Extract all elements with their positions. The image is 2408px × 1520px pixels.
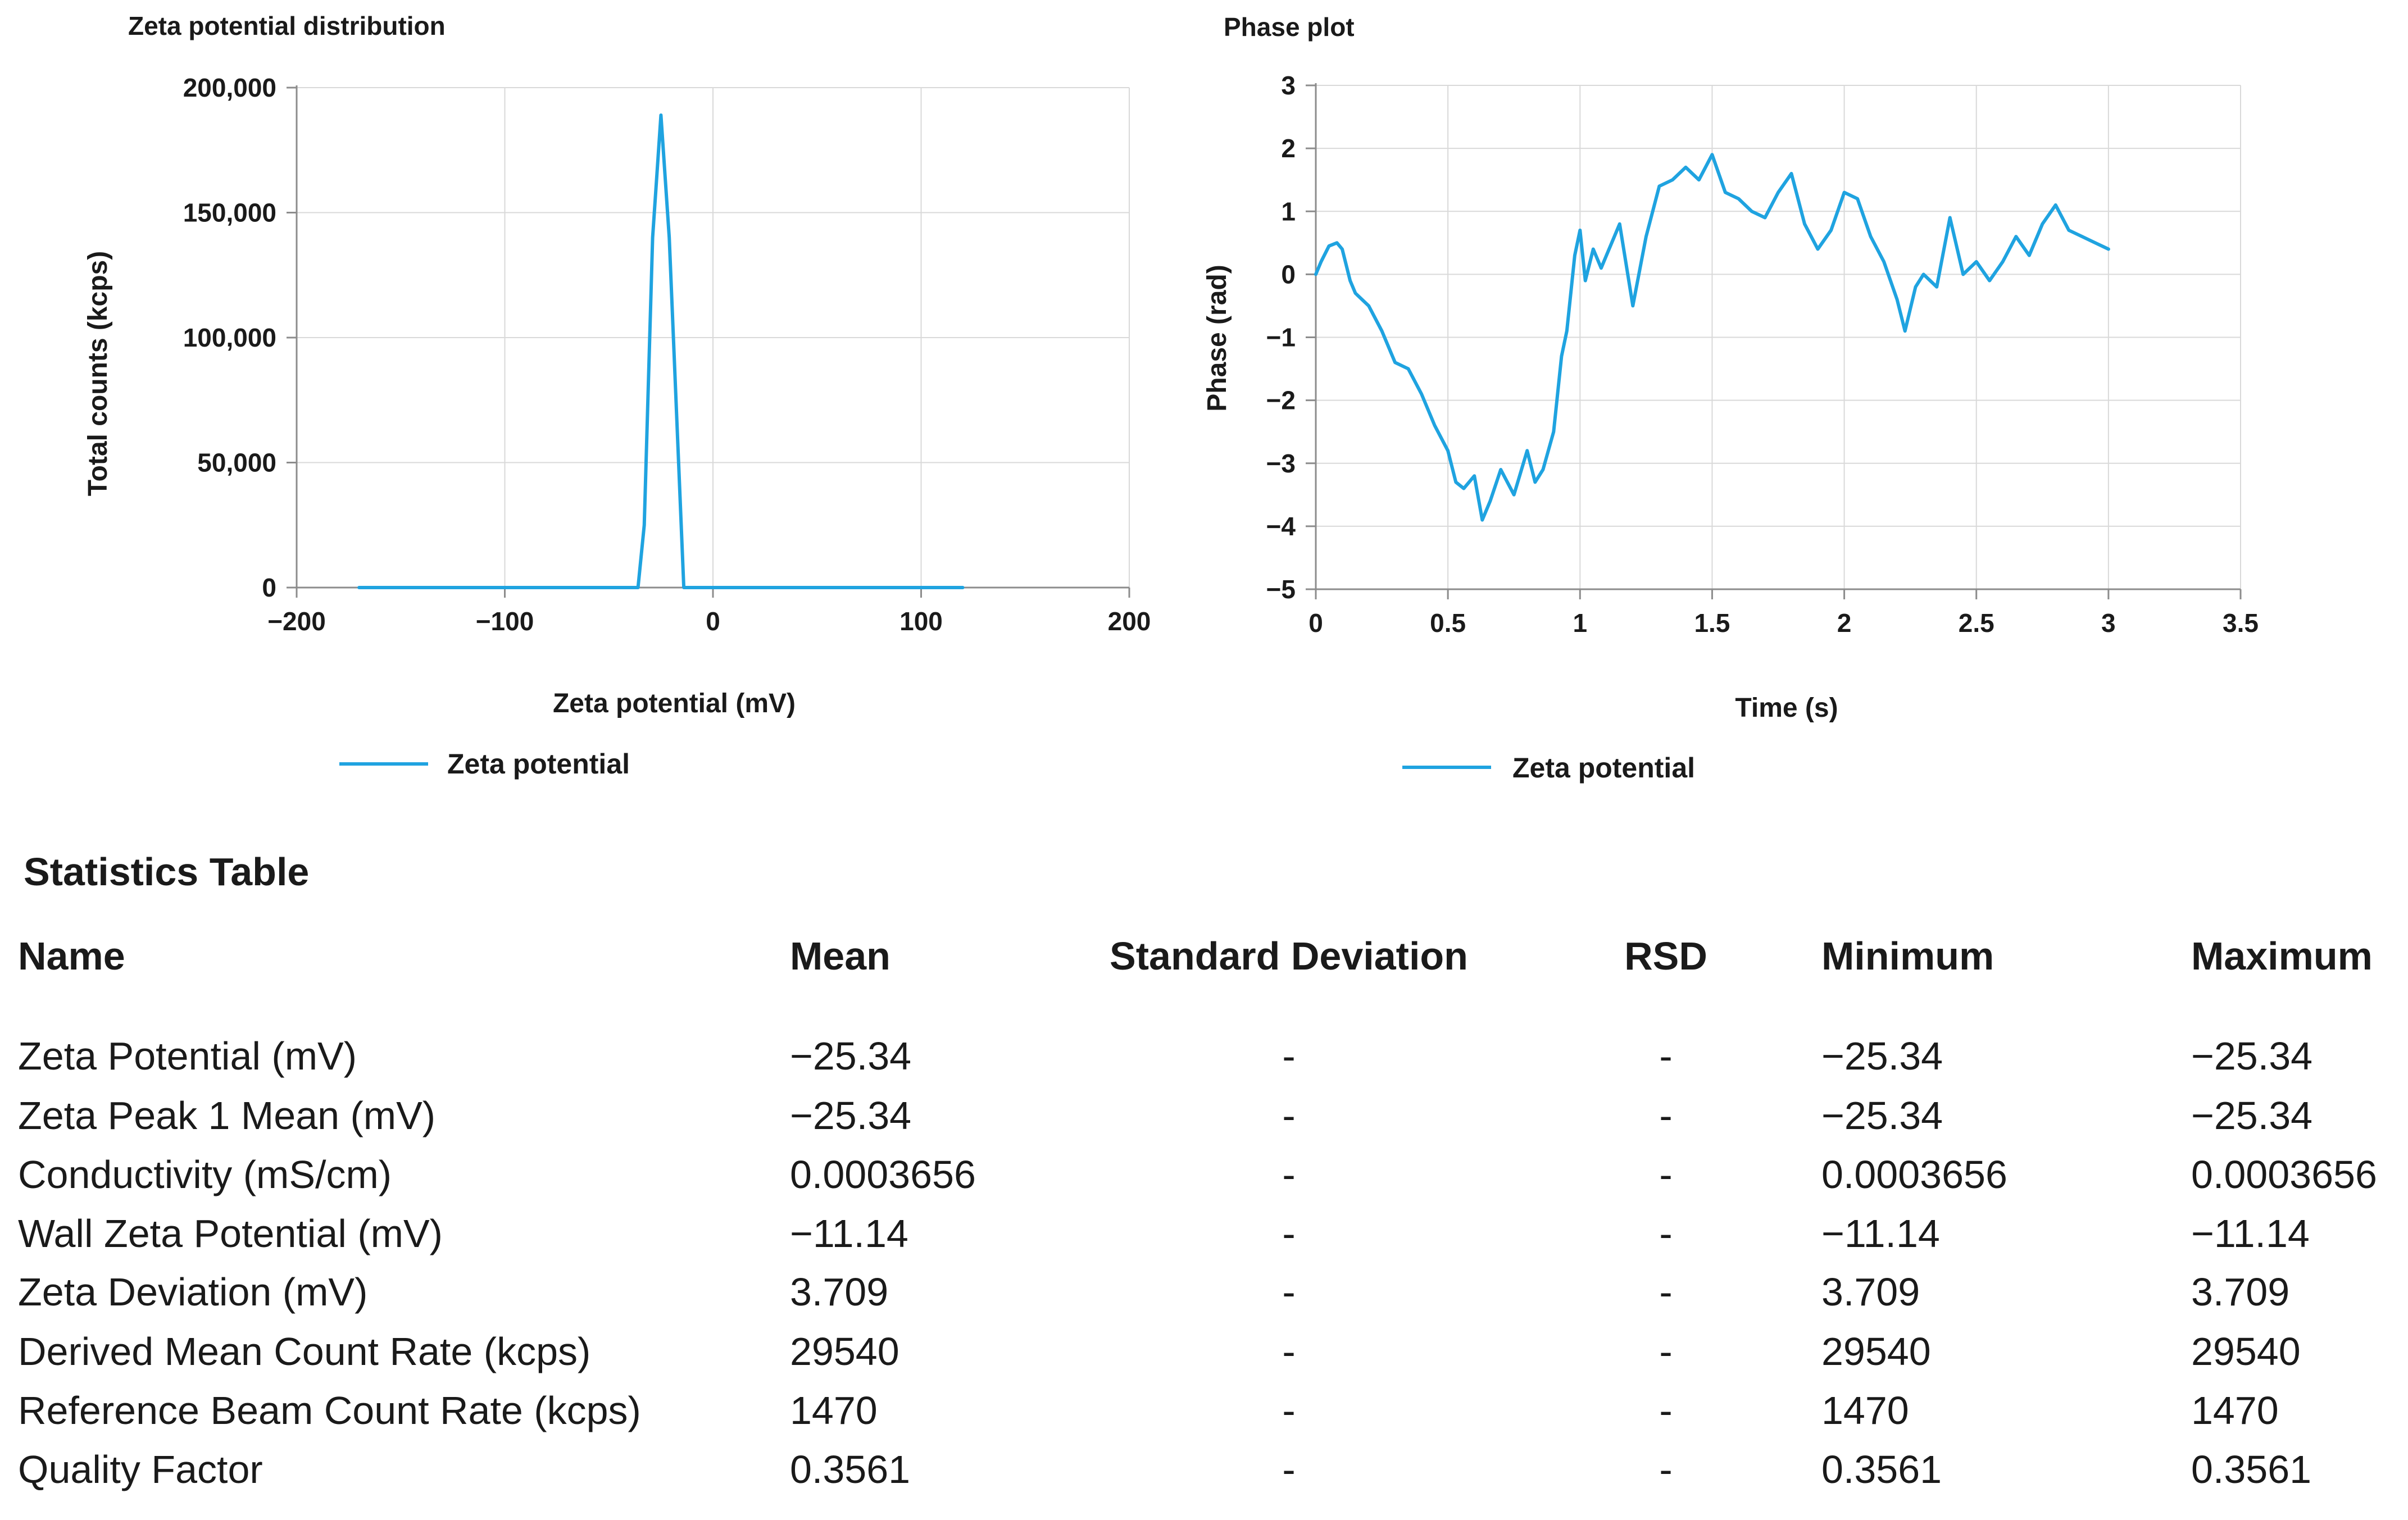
table-cell: 0.3561 <box>790 1448 911 1491</box>
series-line <box>1314 153 2110 522</box>
row-name: Zeta Peak 1 Mean (mV) <box>18 1094 436 1137</box>
table-cell: 3.709 <box>790 1270 889 1314</box>
row-name: Reference Beam Count Rate (kcps) <box>18 1389 641 1432</box>
table-cell: - <box>1282 1094 1296 1137</box>
y-tick-label: −1 <box>1266 323 1296 352</box>
table-cell: 3.709 <box>1821 1270 1920 1314</box>
legend-label: Zeta potential <box>1512 752 1695 784</box>
column-header: Mean <box>790 934 890 978</box>
y-tick-label: 0 <box>262 573 276 602</box>
x-tick-label: 2 <box>1837 608 1852 638</box>
table-cell: −11.14 <box>1821 1212 1940 1255</box>
x-tick-label: 0.5 <box>1430 608 1466 638</box>
table-cell: - <box>1659 1270 1673 1314</box>
x-tick-label: 2.5 <box>1959 608 1994 638</box>
table-cell: 29540 <box>1821 1330 1931 1373</box>
table-cell: −11.14 <box>790 1212 908 1255</box>
legend: Zeta potential <box>339 748 630 780</box>
y-tick-label: 1 <box>1281 197 1296 226</box>
y-tick-label: −2 <box>1266 386 1296 415</box>
y-axis-label: Total counts (kcps) <box>83 251 113 496</box>
x-tick-label: −100 <box>476 607 534 636</box>
row-name: Zeta Potential (mV) <box>18 1034 357 1078</box>
x-tick-label: 1 <box>1573 608 1587 638</box>
y-tick-label: 100,000 <box>183 323 276 352</box>
column-header: Name <box>18 934 125 978</box>
charts-area: Zeta potential distribution −200 −100 0 100… <box>83 11 2259 784</box>
chart-title: Zeta potential distribution <box>128 11 446 40</box>
table-cell: - <box>1282 1270 1296 1314</box>
table-cell: - <box>1282 1153 1296 1196</box>
x-tick-label: 1.5 <box>1694 608 1730 638</box>
x-axis-label: Zeta potential (mV) <box>553 689 796 718</box>
table-cell: - <box>1282 1330 1296 1373</box>
table-cell: - <box>1659 1212 1673 1255</box>
table-cell: 0.3561 <box>2191 1448 2312 1491</box>
table-cell: −25.34 <box>1821 1034 1943 1078</box>
y-tick-label: 200,000 <box>183 73 276 102</box>
y-tick-label: 150,000 <box>183 198 276 227</box>
column-header: RSD <box>1624 934 1707 978</box>
table-cell: 29540 <box>2191 1330 2301 1373</box>
legend-label: Zeta potential <box>447 748 630 780</box>
table-cell: 1470 <box>790 1389 878 1432</box>
table-cell: - <box>1282 1034 1296 1078</box>
column-header: Standard Deviation <box>1110 934 1468 978</box>
series-line <box>357 113 965 589</box>
table-cell: - <box>1659 1448 1673 1491</box>
table-cell: 0.0003656 <box>790 1153 976 1196</box>
statistics-table: Statistics Table Name Mean Standard Deviat… <box>0 843 2408 1520</box>
row-name: Derived Mean Count Rate (kcps) <box>18 1330 591 1373</box>
table-cell: - <box>1282 1448 1296 1491</box>
x-tick-label: 100 <box>899 607 943 636</box>
row-name: Wall Zeta Potential (mV) <box>18 1212 443 1255</box>
y-tick-label: 0 <box>1281 260 1296 289</box>
x-tick-label: 3.5 <box>2223 608 2259 638</box>
x-tick-label: −200 <box>267 607 326 636</box>
table-cell: - <box>1282 1212 1296 1255</box>
row-name: Zeta Deviation (mV) <box>18 1270 368 1314</box>
x-tick-label: 200 <box>1108 607 1151 636</box>
y-tick-label: −4 <box>1266 512 1296 541</box>
column-header: Minimum <box>1821 934 1994 978</box>
table-cell: 0.0003656 <box>1821 1153 2007 1196</box>
table-cell: −25.34 <box>1821 1094 1943 1137</box>
table-cell: −11.14 <box>2191 1212 2310 1255</box>
table-cell: −25.34 <box>2191 1034 2313 1078</box>
table-cell: −25.34 <box>790 1094 912 1137</box>
y-tick-label: 2 <box>1281 134 1296 163</box>
y-tick-label: 50,000 <box>197 448 276 477</box>
table-cell: 1470 <box>1821 1389 1909 1432</box>
table-cell: 29540 <box>790 1330 899 1373</box>
table-cell: - <box>1659 1389 1673 1432</box>
table-cell: −25.34 <box>790 1034 912 1078</box>
row-name: Conductivity (mS/cm) <box>18 1153 392 1196</box>
table-cell: - <box>1659 1034 1673 1078</box>
y-axis-label: Phase (rad) <box>1202 265 1232 411</box>
table-cell: 0.3561 <box>1821 1448 1942 1491</box>
x-tick-label: 0 <box>1309 608 1323 638</box>
table-cell: 1470 <box>2191 1389 2279 1432</box>
chart-title: Phase plot <box>1224 12 1355 42</box>
y-tick-label: −5 <box>1266 575 1296 604</box>
x-axis-label: Time (s) <box>1735 693 1838 723</box>
table-cell: - <box>1659 1330 1673 1373</box>
x-tick-label: 0 <box>706 607 720 636</box>
table-cell: - <box>1659 1153 1673 1196</box>
table-cell: −25.34 <box>2191 1094 2313 1137</box>
table-cell: - <box>1282 1389 1296 1432</box>
row-name: Quality Factor <box>18 1448 263 1491</box>
y-tick-label: −3 <box>1266 449 1296 478</box>
table-cell: 0.0003656 <box>2191 1153 2377 1196</box>
legend: Zeta potential <box>1402 752 1695 784</box>
table-cell: - <box>1659 1094 1673 1137</box>
column-header: Maximum <box>2191 934 2373 978</box>
y-tick-label: 3 <box>1281 71 1296 100</box>
table-cell: 3.709 <box>2191 1270 2290 1314</box>
statistics-table-title: Statistics Table <box>24 850 310 894</box>
x-tick-label: 3 <box>2101 608 2116 638</box>
zeta-distribution-chart: Zeta potential distribution −200 −100 0 100… <box>83 11 1151 780</box>
phase-plot-chart: Phase plot 0 0.5 1 1.5 2 2.5 3 3.5 −5 −4 −3 −2 −1 0 1 2… <box>1202 12 2259 784</box>
